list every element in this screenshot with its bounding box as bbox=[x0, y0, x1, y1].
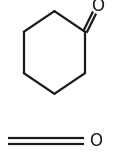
Text: O: O bbox=[91, 0, 104, 15]
Text: O: O bbox=[89, 132, 102, 150]
